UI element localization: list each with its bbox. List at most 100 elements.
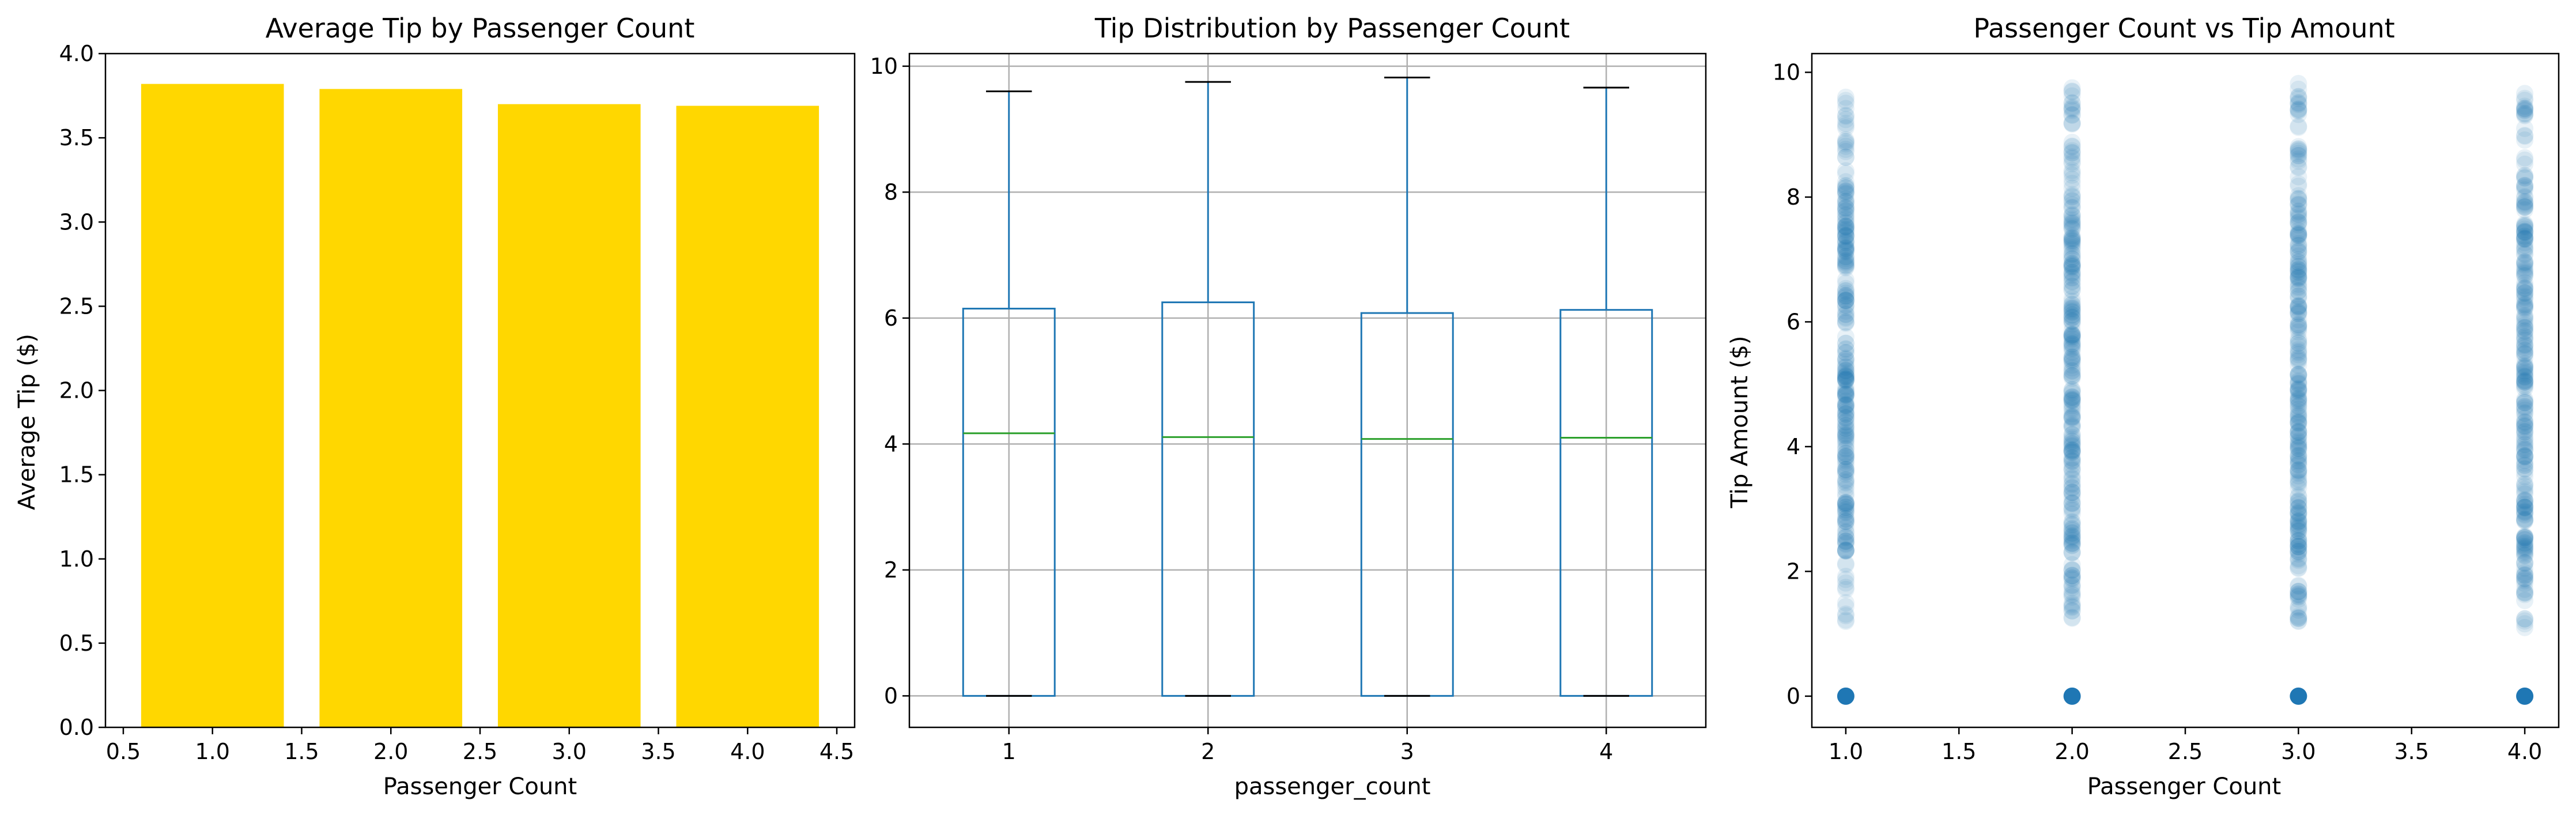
scatter-point [2290, 407, 2307, 425]
scatter-point [2516, 281, 2534, 299]
scatter-point [1837, 499, 1854, 516]
scatter-point [2516, 363, 2534, 380]
scatter-point [2063, 196, 2081, 214]
scatter-point [2063, 235, 2081, 253]
scatter-point [2063, 571, 2081, 588]
scatter-point [2290, 397, 2307, 415]
scatter-point [2290, 140, 2307, 158]
scatter-point [1837, 434, 1854, 452]
scatter-point [2290, 275, 2307, 293]
scatter-point [2290, 270, 2307, 288]
scatter-point [2290, 461, 2307, 479]
scatter-point [2063, 326, 2081, 344]
scatter-point [2516, 456, 2534, 474]
scatter-point [1837, 367, 1854, 385]
scatter-point [2063, 269, 2081, 287]
scatter-point [2290, 178, 2307, 195]
scatter-point [1837, 274, 1854, 292]
scatter-point [2290, 549, 2307, 567]
scatter-point [2063, 327, 2081, 345]
scatter-point [2516, 263, 2534, 281]
scatter-point [2290, 222, 2307, 240]
scatter-point [2516, 535, 2534, 553]
scatter-point [2290, 612, 2307, 630]
scatter-point [2290, 505, 2307, 523]
scatter-point [2290, 190, 2307, 207]
scatter-point [1837, 185, 1854, 203]
scatter-point [2063, 536, 2081, 554]
scatter-point [2063, 535, 2081, 553]
scatter-point [2516, 512, 2534, 530]
scatter-point [2516, 253, 2534, 271]
scatter-point [1837, 542, 1854, 560]
scatter-point [1837, 571, 1854, 588]
scatter-point [1837, 495, 1854, 512]
scatter-point [2516, 181, 2534, 199]
scatter-point [1837, 523, 1854, 541]
x-tick-label: 2 [1201, 739, 1215, 764]
x-tick-label: 3.5 [2394, 739, 2429, 764]
y-tick-label: 2 [1786, 558, 1800, 584]
scatter-point [2290, 316, 2307, 334]
scatter-point [2516, 295, 2534, 312]
scatter-point [2063, 417, 2081, 435]
scatter-point [2516, 499, 2534, 516]
scatter-point [1837, 532, 1854, 550]
scatter-point [2063, 312, 2081, 330]
scatter-point [2063, 164, 2081, 182]
scatter-point [2063, 258, 2081, 275]
scatter-point [2063, 303, 2081, 321]
scatter-point [2290, 450, 2307, 467]
scatter-point [2063, 380, 2081, 398]
scatter-point [1837, 218, 1854, 236]
scatter-point [2290, 407, 2307, 425]
scatter-point [2516, 591, 2534, 609]
scatter-point [2290, 195, 2307, 213]
scatter-point [1837, 533, 1854, 550]
scatter-point [2063, 431, 2081, 448]
scatter-point [2063, 451, 2081, 469]
scatter-point [2063, 391, 2081, 409]
scatter-point [2516, 492, 2534, 510]
scatter-point [1837, 286, 1854, 304]
scatter-point [2290, 214, 2307, 232]
scatter-point [1837, 473, 1854, 491]
scatter-point [2290, 530, 2307, 548]
scatter-point [2516, 256, 2534, 274]
scatter-point [2063, 352, 2081, 370]
scatter-point [1837, 182, 1854, 199]
plot-frame [1811, 52, 2560, 729]
scatter-point [1837, 228, 1854, 246]
scatter-point [1837, 334, 1854, 352]
scatter-point [2290, 403, 2307, 421]
scatter-point [2516, 569, 2534, 587]
scatter-point [2063, 296, 2081, 314]
scatter-point [2290, 560, 2307, 578]
scatter-point [1837, 381, 1854, 399]
scatter-point [2516, 104, 2534, 122]
scatter-point [2063, 527, 2081, 545]
scatter-point [1837, 427, 1854, 445]
scatter-point [1837, 594, 1854, 612]
scatter-point [1837, 358, 1854, 376]
scatter-point [2290, 513, 2307, 531]
scatter-point [2516, 169, 2534, 187]
scatter-point [1837, 554, 1854, 572]
scatter-point [2290, 437, 2307, 455]
scatter-point [2063, 273, 2081, 290]
scatter-point [2063, 327, 2081, 345]
scatter-point [2063, 483, 2081, 501]
scatter-point [2290, 146, 2307, 164]
scatter-point [2063, 259, 2081, 277]
scatter-point [2290, 100, 2307, 118]
scatter-point [1837, 351, 1854, 369]
bar-chart-panel: Average Tip by Passenger Count Passenger… [14, 13, 856, 800]
scatter-point [2290, 601, 2307, 619]
scatter-point [2516, 167, 2534, 185]
scatter-point [1837, 141, 1854, 158]
scatter-point [1837, 193, 1854, 210]
scatter-point [2290, 557, 2307, 575]
scatter-point [1837, 227, 1854, 244]
scatter-point [2063, 469, 2081, 487]
scatter-point [1837, 349, 1854, 367]
